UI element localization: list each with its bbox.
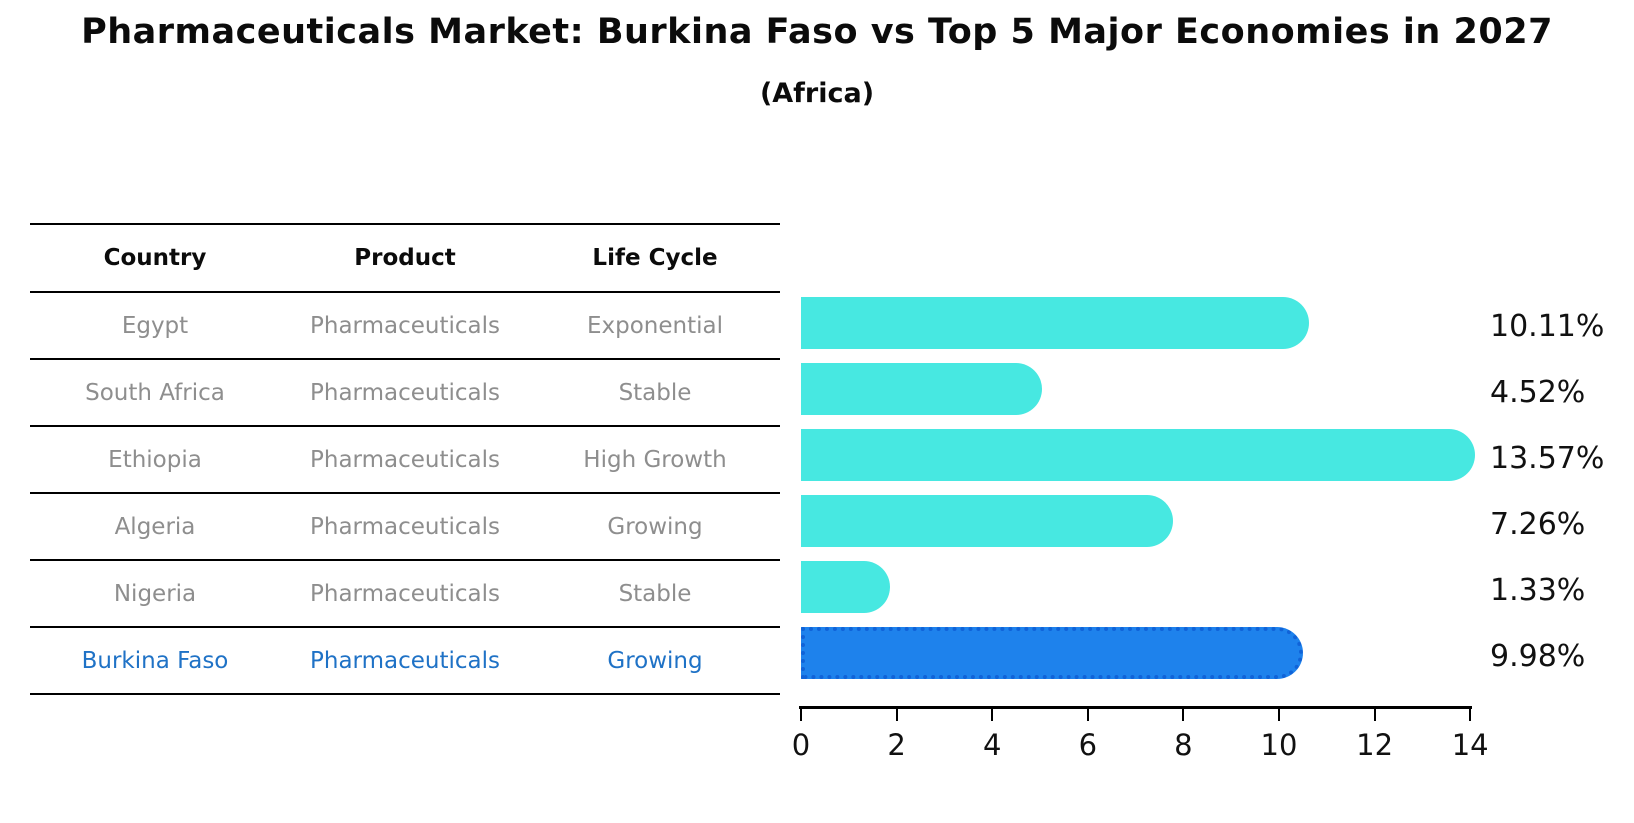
- table-header-row: Country Product Life Cycle: [30, 225, 780, 293]
- value-label-burkina-faso: 9.98%: [1490, 639, 1586, 674]
- value-label-egypt: 10.11%: [1490, 309, 1605, 344]
- table-row-algeria: Algeria Pharmaceuticals Growing: [30, 494, 780, 561]
- life-cycle-cell: Growing: [607, 647, 703, 674]
- bar-egypt: [801, 297, 1310, 349]
- x-axis-tick-label-8: 8: [1174, 728, 1193, 762]
- value-label-ethiopia: 13.57%: [1490, 441, 1605, 476]
- table-row-ethiopia: Ethiopia Pharmaceuticals High Growth: [30, 427, 780, 494]
- x-axis-tick-label-0: 0: [791, 728, 811, 762]
- life-cycle-cell: Growing: [607, 513, 703, 540]
- value-label-nigeria: 1.33%: [1490, 573, 1586, 608]
- x-axis-tick-0: [800, 709, 802, 721]
- x-axis-tick-label-14: 14: [1451, 728, 1489, 762]
- x-axis-tick-12: [1373, 709, 1376, 721]
- table-row-burkina-faso: Burkina Faso Pharmaceuticals Growing: [30, 628, 780, 695]
- product-cell: Pharmaceuticals: [310, 513, 500, 540]
- x-axis-tick-4: [991, 709, 994, 721]
- bar-algeria: [801, 495, 1174, 547]
- x-axis-tick-2: [895, 709, 898, 721]
- x-axis-tick-label-6: 6: [1078, 728, 1098, 762]
- column-header-country: Country: [103, 245, 207, 271]
- x-axis-tick-label-4: 4: [982, 728, 1002, 762]
- product-cell: Pharmaceuticals: [310, 446, 500, 473]
- country-cell: Egypt: [121, 312, 189, 339]
- life-cycle-cell: High Growth: [583, 446, 727, 473]
- x-axis-tick-10: [1278, 709, 1280, 721]
- product-cell: Pharmaceuticals: [310, 379, 500, 406]
- life-cycle-cell: Exponential: [586, 312, 723, 339]
- x-axis-tick-14: [1469, 709, 1472, 721]
- country-cell: Algeria: [114, 513, 196, 540]
- product-cell: Pharmaceuticals: [310, 312, 500, 339]
- bar-south-africa: [801, 363, 1043, 415]
- chart-subtitle: (Africa): [759, 78, 875, 109]
- table-row-south-africa: South Africa Pharmaceuticals Stable: [30, 360, 780, 427]
- chart-title: Pharmaceuticals Market: Burkina Faso vs …: [81, 12, 1553, 52]
- life-cycle-cell: Stable: [618, 379, 692, 406]
- bar-burkina-faso: [801, 627, 1304, 679]
- life-cycle-cell: Stable: [618, 580, 692, 607]
- country-cell: Ethiopia: [108, 446, 202, 473]
- x-axis-tick-6: [1086, 709, 1089, 721]
- country-cell: Burkina Faso: [81, 647, 229, 674]
- x-axis-tick-label-10: 10: [1260, 728, 1298, 762]
- x-axis-tick-label-2: 2: [887, 728, 906, 762]
- product-cell: Pharmaceuticals: [310, 580, 500, 607]
- table-row-egypt: Egypt Pharmaceuticals Exponential: [30, 293, 780, 360]
- x-axis-tick-label-12: 12: [1356, 728, 1394, 762]
- x-axis-tick-8: [1182, 709, 1185, 721]
- bar-nigeria: [801, 561, 890, 613]
- country-cell: South Africa: [85, 379, 225, 406]
- column-header-life-cycle: Life Cycle: [592, 245, 718, 271]
- product-cell: Pharmaceuticals: [310, 647, 500, 674]
- x-axis-line: [799, 706, 1473, 709]
- table-row-nigeria: Nigeria Pharmaceuticals Stable: [30, 561, 780, 628]
- country-table: Country Product Life Cycle Egypt Pharmace…: [30, 223, 780, 695]
- bar-ethiopia: [801, 429, 1475, 481]
- column-header-product: Product: [354, 245, 456, 271]
- value-label-algeria: 7.26%: [1490, 507, 1586, 542]
- value-label-south-africa: 4.52%: [1490, 375, 1586, 410]
- country-cell: Nigeria: [113, 580, 197, 607]
